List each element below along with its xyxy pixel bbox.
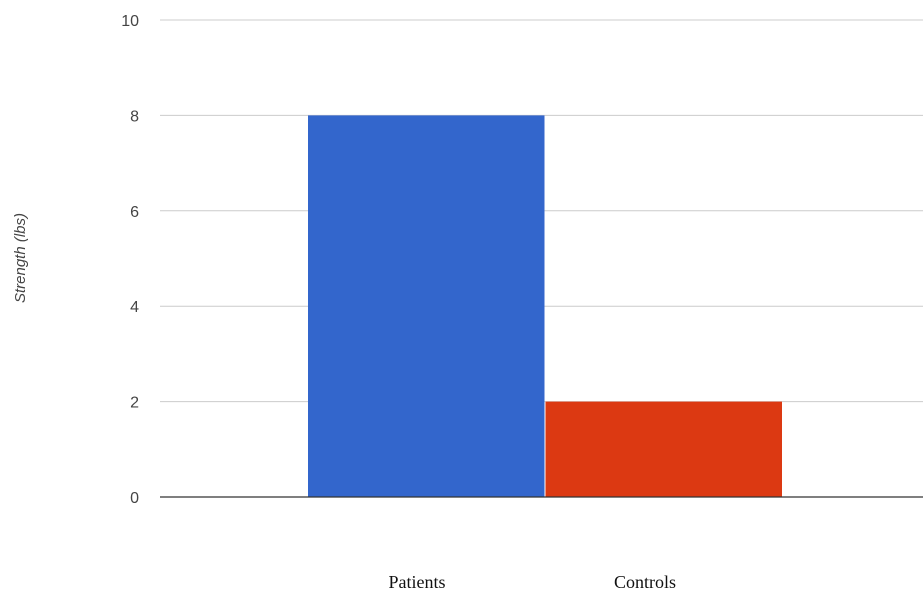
category-label-patients: Patients xyxy=(389,572,446,592)
bar-patients xyxy=(308,115,545,498)
y-axis-ticks: 0 2 4 6 8 10 xyxy=(121,13,139,507)
y-tick-label: 8 xyxy=(130,108,139,125)
y-axis-label: Strength (lbs) xyxy=(12,213,29,303)
category-labels: Patients Controls xyxy=(389,572,677,592)
y-tick-label: 10 xyxy=(121,13,139,30)
bar-controls xyxy=(545,401,782,497)
bars xyxy=(308,115,782,498)
y-tick-label: 4 xyxy=(130,299,139,316)
category-label-controls: Controls xyxy=(614,572,676,592)
y-tick-label: 2 xyxy=(130,395,139,412)
y-tick-label: 0 xyxy=(130,490,139,507)
y-tick-label: 6 xyxy=(130,204,139,221)
